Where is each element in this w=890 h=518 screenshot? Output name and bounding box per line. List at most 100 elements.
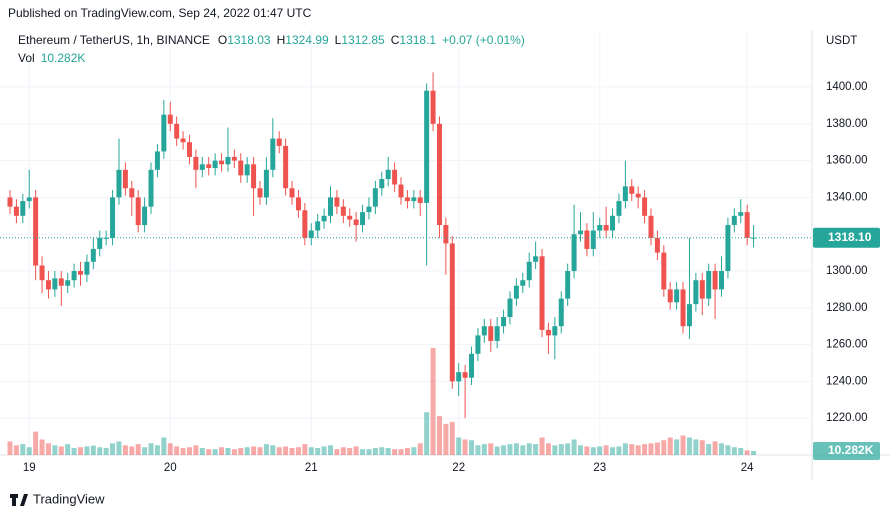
volume-bar <box>706 444 712 455</box>
y-tick-label: 1260.00 <box>826 339 868 351</box>
candle-body <box>488 326 494 341</box>
volume-bar <box>610 447 616 455</box>
candle-body <box>481 326 487 336</box>
candle-body <box>449 243 455 382</box>
ohlc-value: 1318.03 <box>227 33 271 47</box>
volume-bar <box>385 447 391 455</box>
volume-value: 10.282K <box>41 51 86 65</box>
volume-bar <box>597 446 603 455</box>
volume-bar <box>456 437 462 455</box>
ohlc-key: H <box>277 33 286 47</box>
candle-body <box>584 230 590 249</box>
candle-body <box>78 271 84 275</box>
volume-bar <box>257 447 263 455</box>
volume-bar <box>392 449 398 455</box>
candle-body <box>392 169 398 185</box>
candle-body <box>706 271 712 299</box>
volume-bar <box>565 443 571 455</box>
volume-bar <box>590 447 596 455</box>
candle-body <box>84 261 90 275</box>
volume-bar <box>58 446 64 455</box>
candle-body <box>26 197 32 202</box>
volume-bar <box>97 447 103 455</box>
volume-layer <box>7 348 757 455</box>
volume-bar <box>65 444 71 455</box>
volume-bar <box>725 445 731 455</box>
volume-bar <box>7 441 13 455</box>
candle-body <box>129 188 135 198</box>
candle-body <box>225 156 231 165</box>
candle-body <box>456 372 462 382</box>
volume-bar <box>315 447 321 455</box>
volume-bar <box>430 348 436 455</box>
volume-bar <box>340 447 346 455</box>
candle-body <box>321 215 327 222</box>
volume-bar <box>283 446 289 455</box>
candle-body <box>443 225 449 244</box>
y-tick-label: 1300.00 <box>826 265 868 277</box>
candle-body <box>206 164 212 168</box>
volume-bar <box>142 447 148 455</box>
volume-bar <box>167 443 173 455</box>
ohlc-value: 1324.99 <box>285 33 329 47</box>
ohlc-key: C <box>391 33 400 47</box>
candle-body <box>58 278 64 286</box>
candle-body <box>110 197 116 238</box>
candle-body <box>231 156 237 161</box>
volume-bar <box>78 447 84 455</box>
volume-bar <box>443 423 449 455</box>
volume-bar <box>622 443 628 455</box>
volume-bar <box>154 445 160 455</box>
volume-bar <box>693 439 699 455</box>
candle-body <box>65 280 71 286</box>
candle-body <box>565 271 571 299</box>
volume-bar <box>680 435 686 455</box>
candle-body <box>334 197 340 207</box>
candle-body <box>680 289 686 327</box>
volume-bar <box>308 447 314 455</box>
candle-body <box>45 280 51 290</box>
volume-bar <box>231 449 237 455</box>
x-tick-label: 23 <box>593 462 606 474</box>
volume-bar <box>719 443 725 455</box>
candle-body <box>411 197 417 202</box>
candle-body <box>39 265 45 281</box>
candle-body <box>686 304 692 327</box>
volume-bar <box>212 449 218 455</box>
candle-body <box>135 197 141 226</box>
candle-body <box>629 186 635 194</box>
volume-bar <box>135 444 141 455</box>
volume-bar <box>667 437 673 455</box>
candle-body <box>20 201 26 216</box>
volume-bar <box>648 443 654 455</box>
candle-body <box>347 215 353 220</box>
volume-bar <box>379 447 385 455</box>
y-tick-label: 1340.00 <box>826 191 868 203</box>
candle-body <box>648 215 654 238</box>
candle-body <box>199 164 205 170</box>
candle-body <box>90 248 96 262</box>
candle-body <box>13 206 19 216</box>
volume-bar <box>449 421 455 455</box>
volume-bar <box>494 446 500 455</box>
y-tick-label: 1360.00 <box>826 155 868 167</box>
volume-bar <box>686 437 692 455</box>
candle-body <box>603 225 609 231</box>
volume-bar <box>533 444 539 455</box>
volume-bar <box>33 431 39 455</box>
volume-bar <box>501 445 507 455</box>
candle-body <box>424 90 430 203</box>
volume-bar <box>584 446 590 455</box>
candle-body <box>302 210 308 238</box>
candle-body <box>174 123 180 139</box>
candle-body <box>635 193 641 198</box>
candle-body <box>699 280 705 299</box>
candle-body <box>513 285 519 299</box>
volume-bar <box>712 441 718 455</box>
volume-bar <box>417 443 423 455</box>
candle-body <box>501 317 507 327</box>
brand: TradingView <box>33 491 105 506</box>
candle-body <box>622 186 628 202</box>
candle-body <box>33 197 39 266</box>
